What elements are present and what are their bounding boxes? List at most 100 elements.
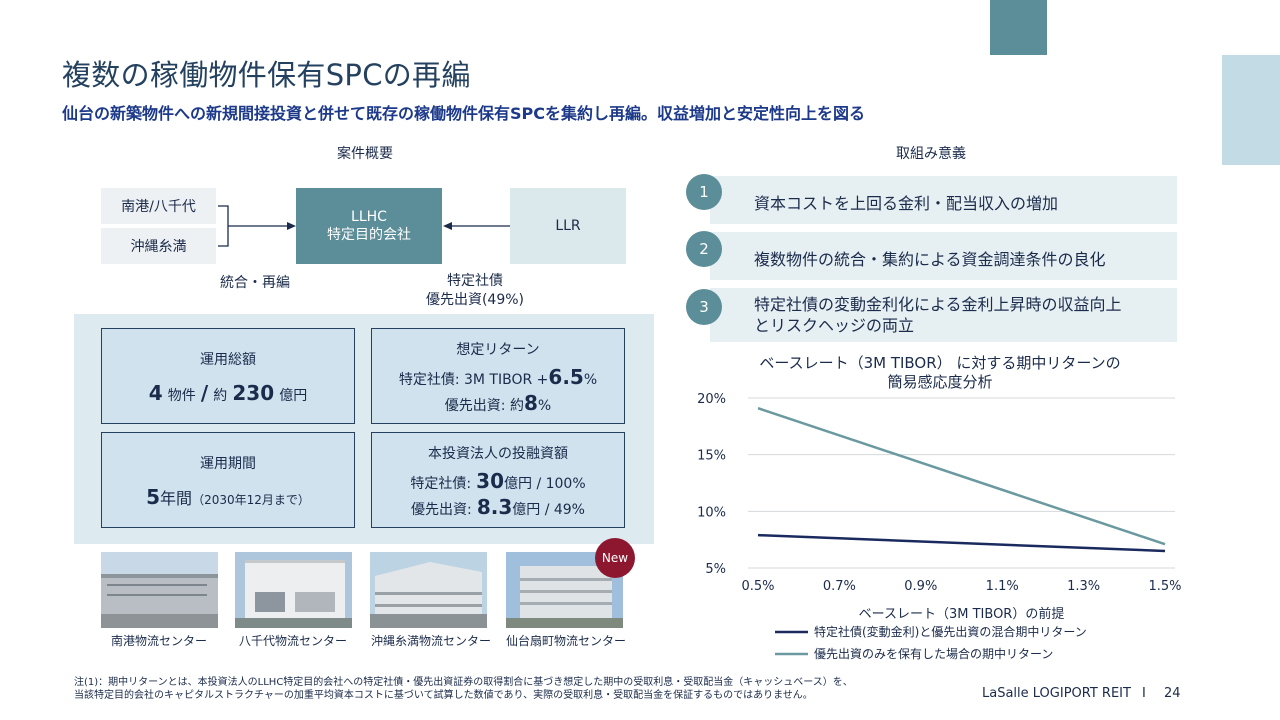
llhc-spc-box: LLHC 特定目的会社 <box>296 188 442 264</box>
significance-number-badge: 3 <box>686 289 722 325</box>
page-subtitle: 仙台の新築物件への新規間接投資と併せて既存の稼働物件保有SPCを集約し再編。収益… <box>62 104 865 123</box>
significance-text: 複数物件の統合・集約による資金調達条件の良化 <box>754 250 1106 269</box>
card-total-heading: 運用総額 <box>200 352 256 368</box>
warehouse-image <box>506 552 623 628</box>
footer-separator: I <box>1142 686 1146 701</box>
photo-okinawa-itoman <box>370 552 487 628</box>
llhc-type: 特定目的会社 <box>327 227 411 243</box>
footnote-line: 当該特定目的会社のキャピタルストラクチャーの加重平均資本コストに基づいて試算した… <box>74 690 813 701</box>
investment-bond-unit: 億円 / 100% <box>504 476 586 492</box>
period-note: （2030年12月まで） <box>192 493 310 507</box>
chart-title-line: ベースレート（3M TIBOR） に対する期中リターンの <box>759 354 1121 372</box>
legend-label: 優先出資のみを保有した場合の期中リターン <box>814 646 1053 661</box>
y-tick-label: 20% <box>697 392 726 407</box>
y-tick-label: 10% <box>697 505 726 520</box>
significance-text: 特定社債の変動金利化による金利上昇時の収益向上 とリスクヘッジの両立 <box>754 294 1122 336</box>
x-tick-label: 0.9% <box>904 579 937 594</box>
investment-preferred-number: 8.3 <box>476 495 513 519</box>
investment-preferred-unit: 億円 / 49% <box>512 502 585 518</box>
warehouse-image <box>235 552 352 628</box>
flow-arrows <box>218 205 510 247</box>
significance-heading: 取組み意義 <box>896 146 966 162</box>
card-expected-return: 想定リターン 特定社債: 3M TIBOR +6.5% 優先出資: 約8% <box>371 328 625 424</box>
photo-caption: 八千代物流センター <box>238 634 347 648</box>
investment-bond-number: 30 <box>476 469 504 493</box>
card-period-heading: 運用期間 <box>200 456 256 472</box>
return-bond-label: 特定社債: 3M TIBOR + <box>398 372 549 388</box>
investment-bond-label: 特定社債: <box>410 476 472 492</box>
return-bond-number: 6.5 <box>548 365 584 389</box>
brand-name: LaSalle LOGIPORT REIT <box>982 686 1131 701</box>
series-line <box>757 407 1166 546</box>
significance-text: 資本コストを上回る金利・配当収入の増加 <box>754 194 1059 213</box>
significance-item: 資本コストを上回る金利・配当収入の増加 <box>710 176 1177 224</box>
llr-box: LLR <box>510 188 626 264</box>
warehouse-image <box>370 552 487 628</box>
photo-sendai-ogimachi <box>506 552 623 628</box>
corner-decoration-block <box>990 0 1047 55</box>
card-investment-heading: 本投資法人の投融資額 <box>428 446 568 462</box>
source-box-okinawa-itoman: 沖縄糸満 <box>101 228 216 264</box>
significance-number-badge: 1 <box>686 174 722 210</box>
card-total-amount: 運用総額 4 物件 / 約 230 億円 <box>101 328 355 424</box>
total-amount-number: 230 <box>232 381 275 405</box>
return-line-preferred: 優先出資: 約8% <box>372 391 624 415</box>
card-investment: 本投資法人の投融資額 特定社債: 30億円 / 100% 優先出資: 8.3億円… <box>371 432 625 528</box>
photo-yachiyo <box>235 552 352 628</box>
significance-item: 複数物件の統合・集約による資金調達条件の良化 <box>710 232 1177 280</box>
return-preferred-label: 優先出資: 約 <box>444 398 524 414</box>
new-badge: New <box>595 538 635 578</box>
value-slash: / <box>200 381 209 405</box>
significance-item: 特定社債の変動金利化による金利上昇時の収益向上 とリスクヘッジの両立 <box>710 288 1177 342</box>
investment-line-bond: 特定社債: 30億円 / 100% <box>372 469 624 493</box>
bond-label-line1: 特定社債 <box>447 273 503 289</box>
x-axis-label: ベースレート（3M TIBOR）の前提 <box>859 606 1065 622</box>
corner-decoration-block <box>1222 55 1280 165</box>
x-tick-label: 0.5% <box>741 579 774 594</box>
investment-preferred-label: 優先出資: <box>411 502 472 518</box>
llhc-name: LLHC <box>351 209 387 225</box>
return-preferred-unit: % <box>537 398 552 414</box>
photo-nanko <box>101 552 218 628</box>
significance-text-line: 特定社債の変動金利化による金利上昇時の収益向上 <box>754 295 1122 314</box>
significance-number-badge: 2 <box>686 231 722 267</box>
chart-title: ベースレート（3M TIBOR） に対する期中リターンの 簡易感応度分析 <box>740 354 1140 392</box>
return-line-bond: 特定社債: 3M TIBOR +6.5% <box>372 365 624 389</box>
page-number: 24 <box>1164 686 1181 701</box>
overview-heading: 案件概要 <box>337 146 393 162</box>
y-tick-label: 15% <box>697 449 726 464</box>
x-tick-label: 0.7% <box>823 579 856 594</box>
chart-title-line: 簡易感応度分析 <box>887 373 993 391</box>
y-tick-label: 5% <box>705 562 726 577</box>
warehouse-image <box>101 552 218 628</box>
x-tick-label: 1.5% <box>1148 579 1181 594</box>
approx-prefix: 約 <box>213 388 228 404</box>
property-count: 4 <box>148 381 163 405</box>
significance-text-line: とリスクヘッジの両立 <box>754 316 915 335</box>
bond-label-line2: 優先出資(49%) <box>425 292 525 308</box>
bond-label: 特定社債 優先出資(49%) <box>400 272 550 310</box>
period-unit: 年間 <box>160 489 193 508</box>
x-tick-label: 1.3% <box>1067 579 1100 594</box>
photo-caption: 仙台扇町物流センター <box>505 634 626 648</box>
property-unit: 物件 <box>167 388 196 404</box>
period-number: 5 <box>146 485 161 509</box>
sensitivity-line-chart: 5% 10% 15% 20% 0.5% 0.7% 0.9% 1.1% 1.3% 1.5% ベースレー… <box>697 392 1181 661</box>
page-title: 複数の稼働物件保有SPCの再編 <box>62 58 471 92</box>
photo-caption: 南港物流センター <box>110 634 207 648</box>
integration-label: 統合・再編 <box>220 275 290 291</box>
card-return-heading: 想定リターン <box>456 342 540 358</box>
card-total-value: 4 物件 / 約 230 億円 <box>102 381 354 405</box>
photo-caption: 沖縄糸満物流センター <box>370 634 491 648</box>
source-box-nanko-yachiyo: 南港/八千代 <box>101 188 216 224</box>
investment-line-preferred: 優先出資: 8.3億円 / 49% <box>372 495 624 519</box>
return-preferred-number: 8 <box>523 391 538 415</box>
legend-label: 特定社債(変動金利)と優先出資の混合期中リターン <box>814 624 1087 639</box>
return-bond-unit: % <box>583 372 598 388</box>
card-period: 運用期間 5年間（2030年12月まで） <box>101 432 355 528</box>
card-period-value: 5年間（2030年12月まで） <box>102 485 354 509</box>
footnote: 注(1)：期中リターンとは、本投資法人のLLHC特定目的会社への特定社債・優先出… <box>74 676 853 702</box>
total-amount-unit: 億円 <box>279 388 308 404</box>
series-line <box>757 533 1166 553</box>
x-tick-label: 1.1% <box>986 579 1019 594</box>
